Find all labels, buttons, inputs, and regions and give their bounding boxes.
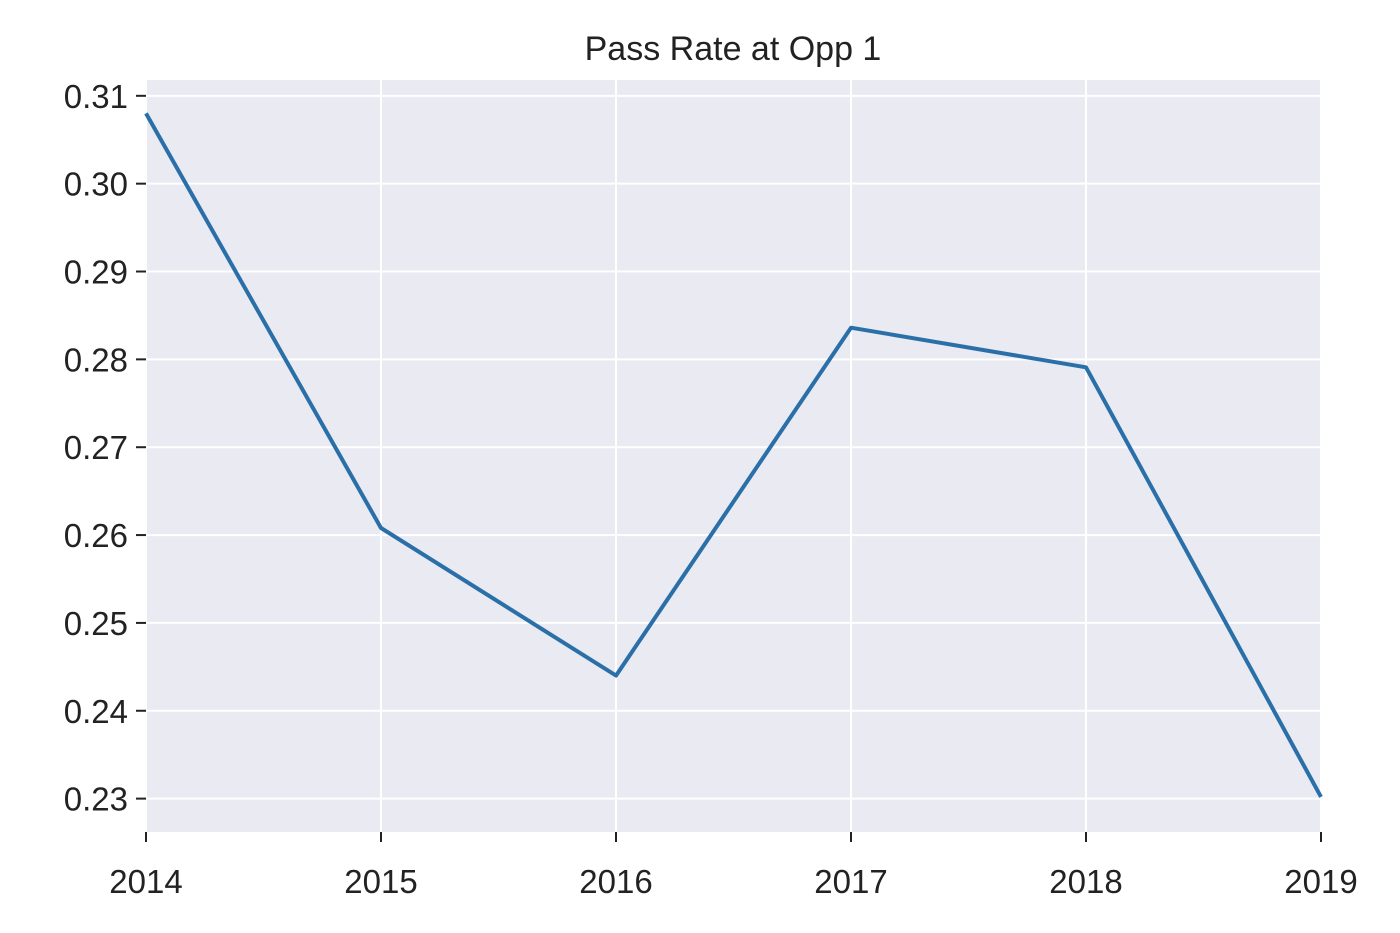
series-layer	[144, 112, 1323, 798]
x-tick-label: 2016	[579, 863, 652, 900]
series-line	[144, 112, 1323, 798]
x-tick-label: 2014	[109, 863, 182, 900]
y-tick-label: 0.27	[64, 429, 128, 466]
y-tick-label: 0.31	[64, 78, 128, 115]
y-tick-label: 0.28	[64, 341, 128, 378]
y-tick-label: 0.23	[64, 781, 128, 818]
y-tick-label: 0.26	[64, 517, 128, 554]
axis-ticks: 2014 2015 2016 2017 2018 2019 0.23 0.24 0.25 0.26…	[64, 78, 1358, 900]
x-tick-label: 2017	[814, 863, 887, 900]
y-tick-label: 0.24	[64, 693, 128, 730]
x-tick-label: 2019	[1284, 863, 1357, 900]
y-tick-label: 0.30	[64, 166, 128, 203]
chart-title: Pass Rate at Opp 1	[585, 30, 882, 68]
y-tick-label: 0.25	[64, 605, 128, 642]
x-tick-label: 2018	[1049, 863, 1122, 900]
y-tick-label: 0.29	[64, 254, 128, 291]
plot-area	[146, 80, 1321, 832]
x-tick-label: 2015	[344, 863, 417, 900]
grid-lines	[145, 80, 1322, 832]
